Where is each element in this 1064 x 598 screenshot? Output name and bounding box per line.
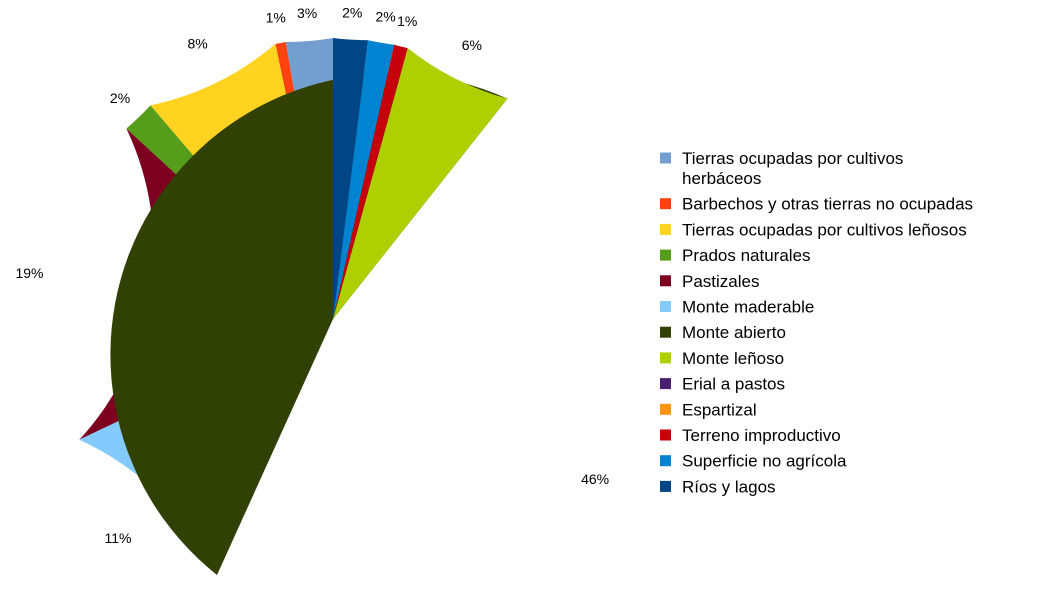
legend-swatch-tierras-ocupadas-por-cultivos-herbaceos [660, 152, 671, 164]
legend-swatch-monte-abierto [660, 326, 671, 338]
legend-swatch-espartizal [660, 403, 671, 415]
legend-swatch-monte-maderable [660, 301, 671, 312]
pct-label-prados-naturales: 2% [110, 90, 130, 106]
pie-slice-rios-y-lagos [333, 38, 369, 319]
legend-label-monte-lenoso: Monte leñoso [682, 349, 784, 368]
legend-label-prados-naturales: Prados naturales [682, 246, 811, 265]
legend-label-rios-y-lagos: Ríos y lagos [682, 477, 776, 496]
legend-swatch-tierras-ocupadas-por-cultivos-lenosos [660, 223, 671, 235]
legend-swatch-terreno-improductivo [660, 429, 671, 441]
legend-label-erial-a-pastos: Erial a pastos [682, 375, 785, 394]
legend-swatch-barbechos-y-otras-tierras-no-ocupadas [660, 198, 671, 210]
legend-label-superficie-no-agricola: Superficie no agrícola [682, 452, 847, 471]
pct-label-pastizales: 19% [15, 265, 43, 281]
legend-label-tierras-ocupadas-por-cultivos-herbaceos-line-2: herbáceos [682, 169, 761, 188]
legend-label-tierras-ocupadas-por-cultivos-herbaceos-line-1: Tierras ocupadas por cultivos [682, 149, 903, 168]
pct-label-terreno-improductivo: 1% [397, 13, 417, 29]
pie-slice-terreno-improductivo [333, 44, 408, 319]
pct-label-monte-abierto: 46% [581, 471, 609, 487]
pie-slices [79, 38, 508, 575]
pct-label-monte-maderable: 11% [104, 530, 131, 546]
legend-label-monte-maderable: Monte maderable [682, 298, 814, 317]
pie-slice-superficie-no-agricola [333, 40, 395, 319]
pie-slice-monte-lenoso [333, 48, 508, 320]
pct-label-tierras-ocupadas-por-cultivos-herbaceos: 3% [297, 5, 317, 21]
pct-label-superficie-no-agricola: 2% [375, 9, 395, 25]
legend-label-pastizales: Pastizales [682, 272, 759, 291]
legend-swatch-rios-y-lagos [660, 480, 671, 492]
pct-label-monte-lenoso: 6% [462, 37, 482, 53]
legend-label-barbechos-y-otras-tierras-no-ocupadas: Barbechos y otras tierras no ocupadas [682, 195, 973, 214]
pct-label-tierras-ocupadas-por-cultivos-lenosos: 8% [187, 35, 207, 51]
pct-label-barbechos-y-otras-tierras-no-ocupadas: 1% [266, 9, 286, 25]
legend-label-terreno-improductivo: Terreno improductivo [682, 426, 841, 445]
legend-swatch-prados-naturales [660, 249, 671, 261]
legend-swatch-monte-lenoso [660, 352, 671, 364]
legend-label-espartizal: Espartizal [682, 400, 757, 419]
legend-swatch-erial-a-pastos [660, 378, 671, 390]
pct-label-rios-y-lagos: 2% [342, 5, 362, 21]
legend-swatch-superficie-no-agricola [660, 455, 671, 467]
percentage-labels: 3%1%8%2%19%11%46%6%1%2%2% [15, 5, 609, 547]
legend-swatch-pastizales [660, 275, 671, 287]
legend-label-monte-abierto: Monte abierto [682, 323, 786, 342]
legend-label-tierras-ocupadas-por-cultivos-lenosos: Tierras ocupadas por cultivos leñosos [682, 220, 967, 239]
